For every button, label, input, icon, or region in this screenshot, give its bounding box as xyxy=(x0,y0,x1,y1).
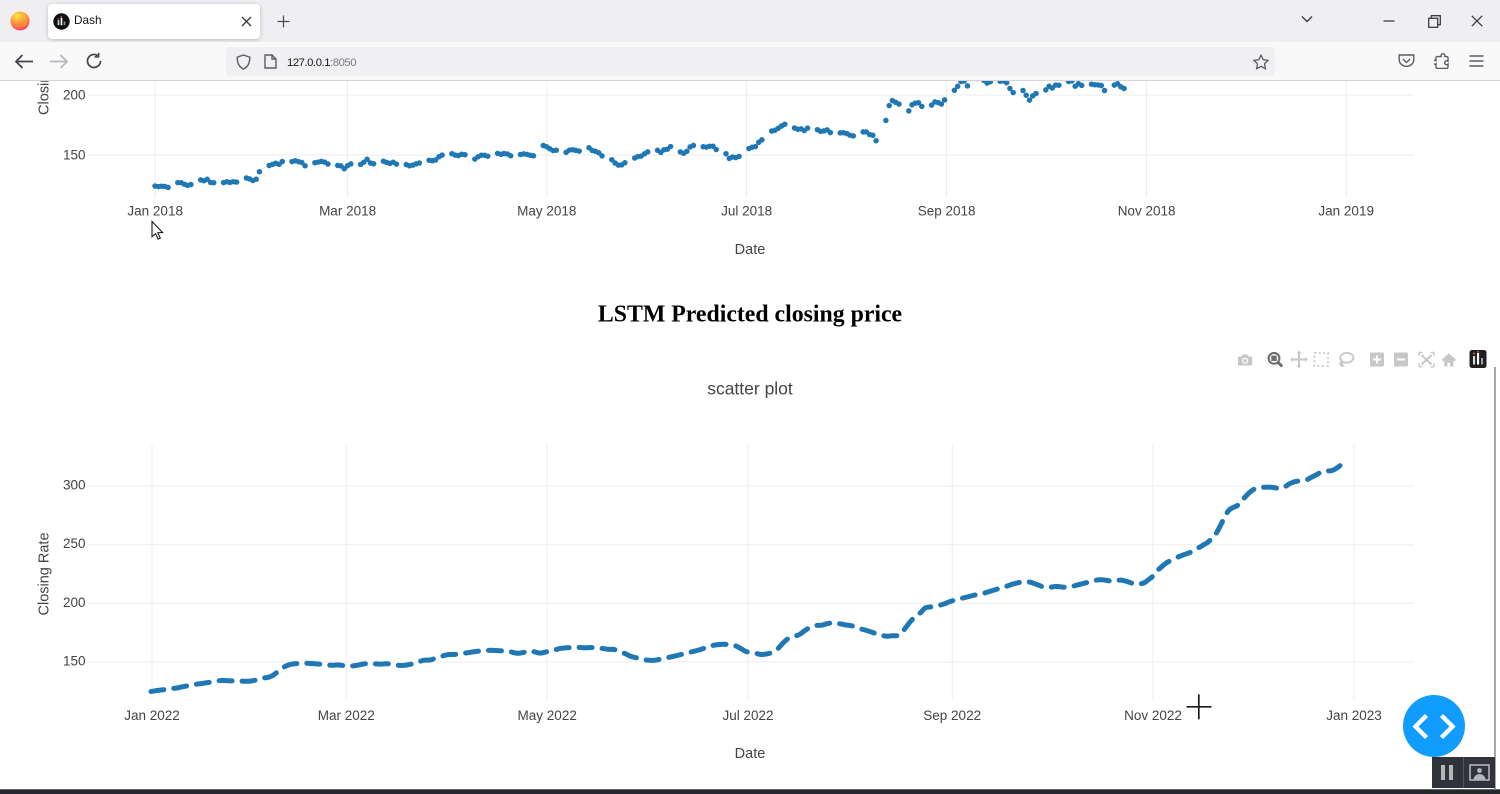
svg-text:300: 300 xyxy=(63,478,86,493)
svg-text:Sep 2018: Sep 2018 xyxy=(918,204,976,219)
svg-text:Jan 2018: Jan 2018 xyxy=(127,204,183,219)
svg-text:Nov 2018: Nov 2018 xyxy=(1118,204,1176,219)
svg-text:Sep 2022: Sep 2022 xyxy=(923,708,981,723)
svg-text:Jan 2022: Jan 2022 xyxy=(124,708,180,723)
svg-text:Closing Rate: Closing Rate xyxy=(37,81,53,115)
svg-text:150: 150 xyxy=(63,654,86,669)
svg-text:200: 200 xyxy=(63,88,86,103)
svg-text:Closing Rate: Closing Rate xyxy=(37,532,53,615)
svg-text:LSTM Predicted closing price: LSTM Predicted closing price xyxy=(598,302,902,328)
svg-text:Date: Date xyxy=(735,746,766,762)
svg-text:150: 150 xyxy=(63,148,86,163)
svg-text:scatter plot: scatter plot xyxy=(707,379,793,399)
svg-text:Date: Date xyxy=(735,242,766,258)
svg-text:Jul 2022: Jul 2022 xyxy=(722,708,773,723)
svg-text:Mar 2022: Mar 2022 xyxy=(318,708,375,723)
svg-text:250: 250 xyxy=(63,536,86,551)
svg-text:Nov 2022: Nov 2022 xyxy=(1124,708,1182,723)
svg-text:Jan 2019: Jan 2019 xyxy=(1318,204,1374,219)
svg-text:Jan 2023: Jan 2023 xyxy=(1326,708,1382,723)
svg-text:May 2022: May 2022 xyxy=(518,708,577,723)
svg-text:Mar 2018: Mar 2018 xyxy=(319,204,376,219)
svg-text:May 2018: May 2018 xyxy=(517,204,576,219)
svg-text:200: 200 xyxy=(63,595,86,610)
svg-text:Jul 2018: Jul 2018 xyxy=(721,204,772,219)
